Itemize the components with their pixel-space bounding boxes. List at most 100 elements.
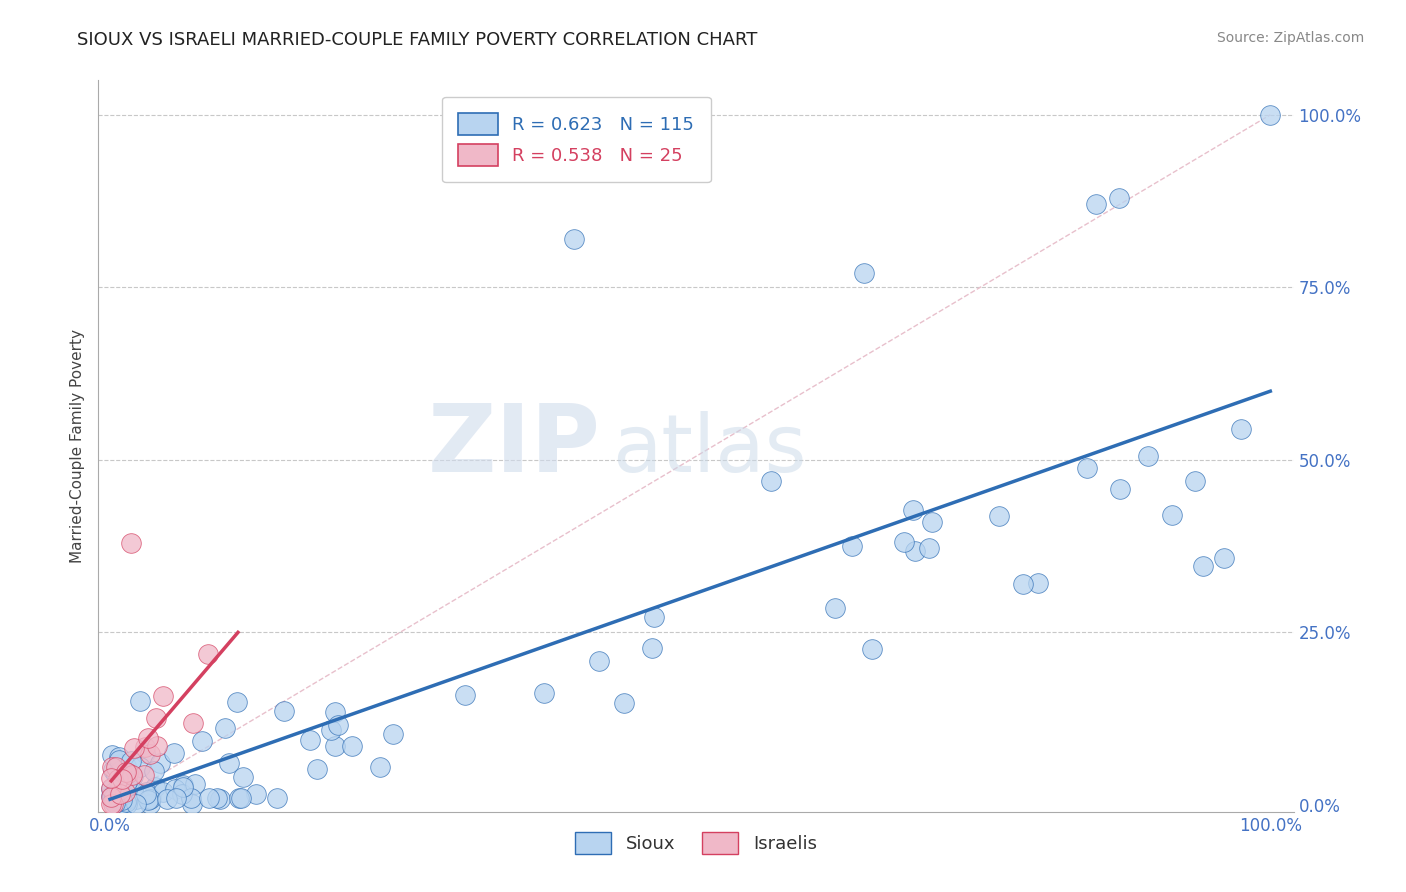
Point <box>903 502 925 516</box>
Point <box>172 780 194 794</box>
Point <box>143 764 166 778</box>
Point <box>562 232 585 246</box>
Point <box>105 760 128 774</box>
Point <box>1108 191 1130 205</box>
Point <box>111 772 134 787</box>
Point <box>180 797 202 811</box>
Point <box>115 771 138 785</box>
Point <box>110 797 132 811</box>
Point <box>100 787 122 801</box>
Point <box>1109 482 1132 496</box>
Point <box>104 783 127 797</box>
Point <box>1028 575 1050 590</box>
Point <box>112 794 135 808</box>
Point <box>110 763 132 777</box>
Point <box>100 789 122 804</box>
Point <box>1213 550 1236 565</box>
Point <box>103 789 125 803</box>
Text: Source: ZipAtlas.com: Source: ZipAtlas.com <box>1216 31 1364 45</box>
Point <box>893 535 915 549</box>
Point <box>533 686 555 700</box>
Point <box>197 647 219 661</box>
Point <box>1258 108 1281 122</box>
Point <box>101 763 124 777</box>
Point <box>921 516 943 530</box>
Point <box>841 539 863 553</box>
Point <box>100 782 122 797</box>
Point <box>107 783 129 797</box>
Point <box>115 774 138 789</box>
Point <box>165 791 187 805</box>
Point <box>139 797 162 811</box>
Point <box>135 788 157 802</box>
Point <box>323 705 346 719</box>
Point <box>108 797 131 811</box>
Text: SIOUX VS ISRAELI MARRIED-COUPLE FAMILY POVERTY CORRELATION CHART: SIOUX VS ISRAELI MARRIED-COUPLE FAMILY P… <box>77 31 758 49</box>
Point <box>115 792 138 806</box>
Point <box>382 727 405 741</box>
Point <box>1076 461 1098 475</box>
Point <box>273 704 295 718</box>
Point <box>136 793 159 807</box>
Point <box>100 797 122 811</box>
Point <box>454 688 477 702</box>
Point <box>761 474 783 488</box>
Point <box>152 785 174 799</box>
Point <box>266 791 288 805</box>
Point <box>100 781 122 796</box>
Point <box>112 789 135 803</box>
Point <box>146 739 169 753</box>
Point <box>136 731 159 746</box>
Point <box>340 739 363 754</box>
Point <box>100 789 122 804</box>
Point <box>918 541 941 555</box>
Point <box>613 697 636 711</box>
Point <box>988 508 1011 523</box>
Point <box>115 775 138 789</box>
Point <box>138 747 160 761</box>
Point <box>232 770 254 784</box>
Point <box>184 777 207 791</box>
Point <box>1192 559 1215 574</box>
Point <box>643 610 665 624</box>
Point <box>117 766 139 780</box>
Point <box>114 785 136 799</box>
Point <box>107 796 129 810</box>
Point <box>904 544 927 558</box>
Point <box>128 694 150 708</box>
Point <box>117 797 139 811</box>
Point <box>100 789 122 803</box>
Point <box>101 748 124 763</box>
Point <box>103 788 125 802</box>
Point <box>101 760 124 774</box>
Y-axis label: Married-Couple Family Poverty: Married-Couple Family Poverty <box>69 329 84 563</box>
Point <box>103 791 125 805</box>
Legend: Sioux, Israelis: Sioux, Israelis <box>568 825 824 861</box>
Point <box>181 716 204 731</box>
Point <box>108 792 131 806</box>
Point <box>1161 508 1184 523</box>
Point <box>205 791 228 805</box>
Point <box>180 791 202 805</box>
Point <box>108 749 131 764</box>
Point <box>1012 577 1035 591</box>
Point <box>229 791 252 805</box>
Point <box>641 640 664 655</box>
Point <box>218 756 240 771</box>
Point <box>860 642 883 657</box>
Point <box>125 792 148 806</box>
Point <box>1230 422 1253 436</box>
Text: ZIP: ZIP <box>427 400 600 492</box>
Point <box>191 733 214 747</box>
Point <box>107 772 129 786</box>
Point <box>155 792 177 806</box>
Point <box>214 721 236 735</box>
Point <box>114 793 136 807</box>
Point <box>132 768 155 782</box>
Point <box>135 785 157 799</box>
Point <box>115 795 138 809</box>
Point <box>319 723 342 738</box>
Point <box>145 711 167 725</box>
Point <box>110 793 132 807</box>
Point <box>853 267 876 281</box>
